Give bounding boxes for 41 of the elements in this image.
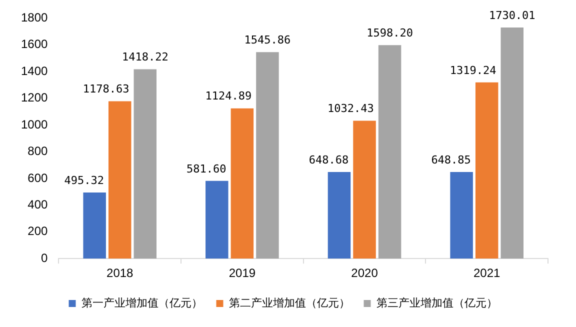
y-tick-label: 1600 [20,37,48,52]
x-tick-label: 2020 [351,266,378,280]
data-label: 1730.01 [488,8,536,22]
data-label: 1032.43 [328,102,374,116]
data-label: 648.68 [308,153,349,166]
y-tick-label: 1000 [20,117,48,132]
x-tick-label: 2019 [228,266,256,280]
y-tick-label: 800 [28,144,48,158]
bar [500,28,524,259]
legend-label: 第二产业增加值（亿元） [228,296,350,310]
y-tick-label: 1200 [20,90,48,105]
bar [475,82,498,259]
data-label: 1545.86 [244,34,291,46]
bar [378,45,402,259]
bar [230,108,254,259]
data-label: 1178.63 [82,82,130,96]
bar [450,172,473,259]
data-label: 1598.20 [366,26,413,40]
y-tick-label: 0 [41,250,48,265]
legend-label: 第三产业增加值（亿元） [376,296,498,310]
data-label: 581.60 [186,162,226,176]
bar [256,52,279,259]
data-label: 1124.89 [205,90,252,103]
bar [134,69,157,259]
data-label: 1319.24 [450,64,497,77]
bar [328,172,351,259]
y-tick-label: 1400 [20,64,48,78]
bar [83,192,106,259]
data-label: 1418.22 [122,50,168,64]
y-tick-label: 1800 [20,10,48,25]
data-label: 495.32 [64,174,104,187]
x-tick-label: 2018 [106,266,134,280]
y-tick-label: 600 [28,170,48,185]
x-tick-label: 2021 [473,266,501,280]
bar [353,120,376,259]
y-tick-label: 200 [28,224,48,238]
y-tick-label: 400 [28,197,48,212]
legend-label: 第一产业增加值（亿元） [81,296,202,310]
bar [108,101,132,259]
bar [206,180,228,259]
data-label: 648.85 [431,153,471,166]
